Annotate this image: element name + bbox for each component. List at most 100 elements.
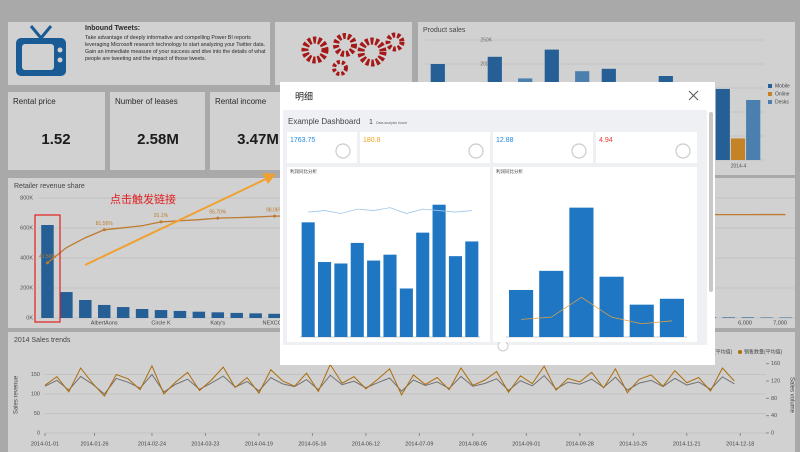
legend-swatch [768,92,772,96]
x-tick-label: 2014-04-19 [245,441,273,447]
bar [173,310,187,318]
x-tick-label: 2014-4 [731,163,747,169]
bar [741,317,754,318]
bar [629,304,654,337]
annotation: 点击触发链接 [110,192,176,206]
line-point [102,228,106,232]
kpi-value: 12.88 [496,137,514,144]
y-tick-label: 150 [31,372,40,378]
chart-title: Retailer revenue share [14,183,85,190]
close-button[interactable] [688,90,699,101]
trend-line [44,373,735,395]
y-tick-label: 0 [37,430,40,436]
bar [367,260,381,337]
bar [383,254,397,337]
bar [722,317,736,318]
trend-line [44,363,735,398]
legend-swatch [768,100,772,104]
kpi-value: 1.52 [41,131,70,148]
bar [715,88,730,160]
x-tick-label: 2014-03-23 [191,441,219,447]
scroll-handle[interactable] [497,340,509,352]
x-tick-label: 2014-09-28 [566,441,594,447]
y-tick-label: 100 [31,391,40,397]
y2-tick-label: 80 [771,396,777,402]
legend-label: Mobile [775,83,790,89]
y-tick-label: 250K [480,37,492,43]
tweets-title: Inbound Tweets: [85,25,140,32]
legend-label: Online [775,91,790,97]
modal-title: 明细 [295,90,313,101]
x-tick-label: 6,000 [738,320,752,326]
y-tick-label: 0K [26,315,33,321]
bar [97,304,111,318]
kpi-card [360,132,490,163]
x-tick-label: Circle K [151,320,171,326]
bar [730,138,746,160]
data-label: 98.06% [266,207,284,213]
kpi-label: Rental income [215,97,267,106]
bar [569,207,594,337]
line-point [159,220,163,224]
kpi-value: 1763.75 [290,137,315,144]
kpi-label: Rental price [13,97,56,106]
x-tick-label: 2014-05-16 [298,441,326,447]
tv-icon [16,25,66,76]
x-tick-label: 2014-08-05 [459,441,487,447]
bar [79,300,92,318]
data-label: 41.56% [39,254,57,260]
x-tick-label: 2014-01-26 [80,441,108,447]
bar [60,292,73,318]
dashboard-subtitle: Data analysis board [376,121,407,125]
tile [110,92,205,170]
bar [432,204,446,337]
bar [211,312,225,318]
chart-title: 利润同比分析 [290,168,317,175]
chart-title: 利润同比分析 [496,168,523,175]
x-tick-label: 2014-07-09 [405,441,433,447]
highlight-box [34,214,61,323]
y2-tick-label: 0 [771,430,774,436]
x-tick-label: 2014-09-01 [512,441,540,447]
bar [599,276,624,337]
kpi-icon [571,143,587,159]
kpi-value: 180.8 [363,137,381,144]
bar [192,311,206,318]
x-tick-label: 7,000 [773,320,787,326]
y2-tick-label: 160 [771,361,780,367]
legend-label: 收入(平均值) [704,348,733,355]
bar [116,307,130,318]
line-point [45,261,49,265]
gears-image [301,32,405,76]
data-label: 81.56% [96,221,114,227]
x-tick-label: 2014-06-12 [352,441,380,447]
tweets-text: Take advantage of deeply informative and… [85,35,266,62]
y-tick-label: 50 [34,411,40,417]
bar [230,312,243,318]
bar [746,100,761,160]
kpi-label: Number of leases [115,97,178,106]
y-tick-label: 200K [480,61,492,67]
bar [448,256,462,337]
scrollbar[interactable] [709,112,713,292]
bar [539,270,564,337]
bar [318,262,332,337]
x-tick-label: NEXCOM [262,320,287,326]
bar [509,289,534,337]
tile [8,92,105,170]
line-point [216,216,220,220]
bar [334,263,348,337]
x-tick-label: 2014-01-01 [31,441,59,447]
y-tick-label: 400K [20,255,33,261]
kpi-value: 4.94 [599,137,613,144]
legend-swatch [738,350,742,354]
y-tick-label: 200K [20,285,33,291]
line [521,296,672,325]
bar [41,225,54,318]
y-axis-title: Sales volume [788,377,794,414]
legend-label: Desks [775,99,789,105]
bar [301,222,315,337]
bar [399,288,413,337]
